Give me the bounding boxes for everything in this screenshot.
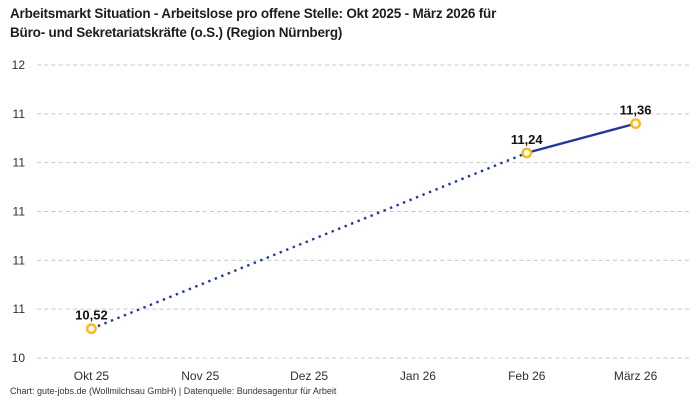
- data-point-label: 11,24: [511, 132, 544, 147]
- x-tick-label: Dez 25: [290, 369, 328, 383]
- x-tick-label: März 26: [614, 369, 658, 383]
- data-point-marker: [86, 323, 97, 335]
- data-point-label: 10,52: [75, 308, 108, 323]
- chart-title: Arbeitsmarkt Situation - Arbeitslose pro…: [10, 4, 690, 42]
- x-tick-label: Okt 25: [74, 369, 110, 383]
- data-point-label: 11,36: [620, 103, 652, 118]
- chart-attribution: Chart: gute-jobs.de (Wollmilchsau GmbH) …: [10, 386, 337, 396]
- y-tick-label: 12: [12, 58, 26, 72]
- y-tick-label: 10: [12, 351, 26, 365]
- x-tick-label: Feb 26: [508, 369, 546, 383]
- series-segment-solid: [526, 122, 636, 155]
- y-tick-label: 11: [13, 253, 26, 267]
- data-point-marker: [630, 118, 641, 130]
- x-tick-label: Nov 25: [181, 369, 219, 383]
- series-segment-dotted: [90, 151, 528, 330]
- data-point-marker: [521, 147, 533, 159]
- y-tick-label: 11: [13, 156, 26, 170]
- x-tick-label: Jan 26: [400, 369, 436, 383]
- y-tick-label: 11: [13, 107, 26, 121]
- chart-title-line-2: Büro- und Sekretariatskräfte (o.S.) (Reg…: [10, 25, 343, 40]
- y-tick-label: 11: [13, 205, 26, 219]
- y-tick-label: 11: [13, 302, 26, 316]
- chart-title-line-1: Arbeitsmarkt Situation - Arbeitslose pro…: [10, 6, 497, 21]
